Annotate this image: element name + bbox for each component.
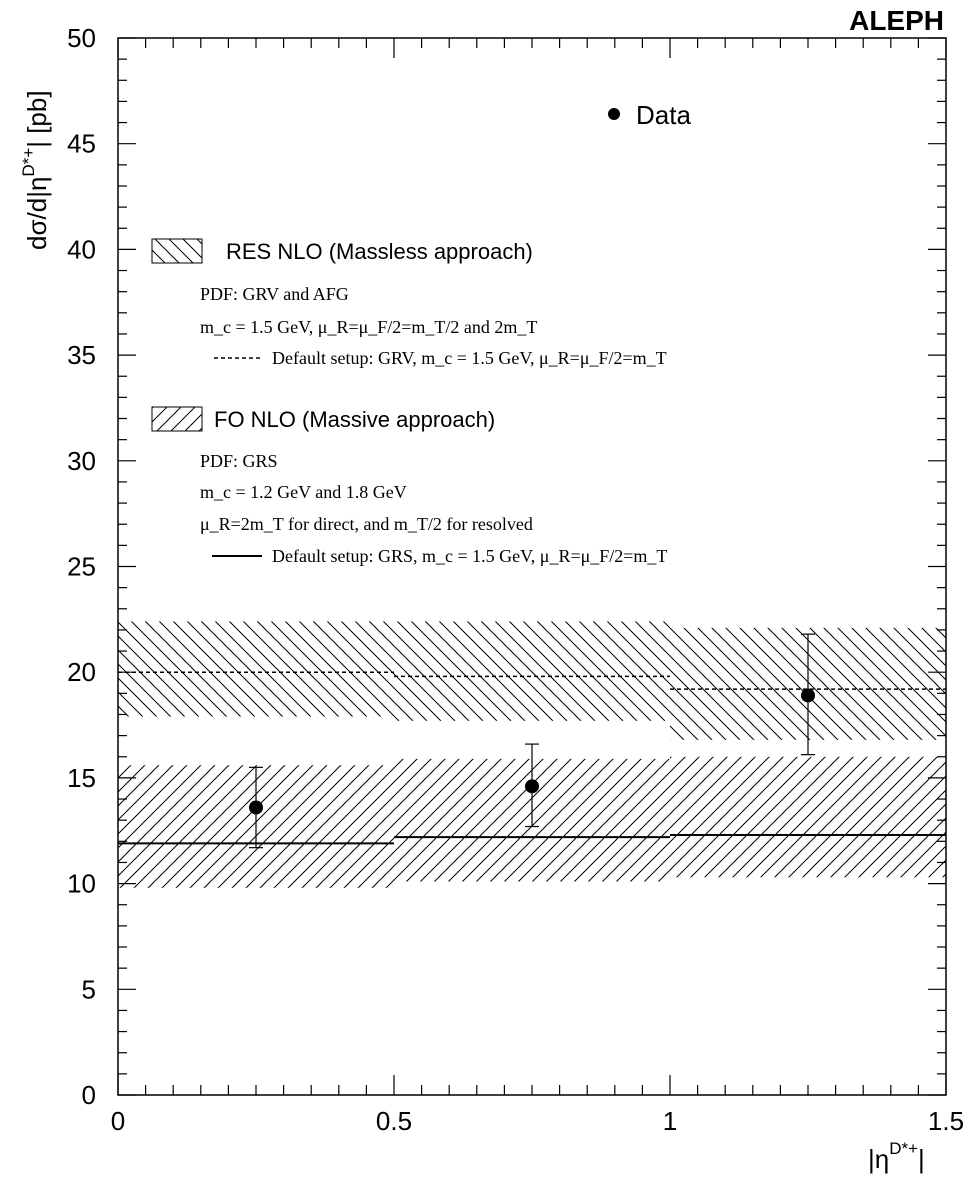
y-tick-label: 50 bbox=[67, 23, 96, 53]
y-tick-label: 10 bbox=[67, 869, 96, 899]
y-tick-label: 45 bbox=[67, 129, 96, 159]
fo-band-bin-2 bbox=[670, 756, 946, 878]
data-point bbox=[801, 688, 815, 703]
plot-frame bbox=[117, 37, 947, 1096]
y-tick-label: 40 bbox=[67, 234, 96, 264]
legend-data-marker bbox=[608, 108, 620, 120]
data-points bbox=[249, 633, 815, 849]
y-tick-label: 5 bbox=[82, 974, 96, 1004]
y-tick-label: 30 bbox=[67, 446, 96, 476]
legend-res-title: RES NLO (Massless approach) bbox=[226, 239, 533, 264]
legend-fo-mu: μ_R=2m_T for direct, and m_T/2 for resol… bbox=[200, 514, 533, 534]
y-tick-label: 20 bbox=[67, 657, 96, 687]
res-band-bin-1 bbox=[394, 621, 670, 721]
y-tick-label: 35 bbox=[67, 340, 96, 370]
x-tick-label: 0 bbox=[111, 1106, 125, 1136]
legend-res-pdf: PDF: GRV and AFG bbox=[200, 284, 349, 304]
res-band-bin-0 bbox=[118, 621, 394, 717]
legend-fo-swatch bbox=[151, 406, 203, 432]
legend-fo-title: FO NLO (Massive approach) bbox=[214, 407, 495, 432]
experiment-label: ALEPH bbox=[849, 5, 944, 36]
data-point bbox=[525, 779, 539, 794]
x-tick-labels: 0 0.5 1 1.5 bbox=[111, 1106, 964, 1136]
x-tick-label: 1 bbox=[663, 1106, 677, 1136]
legend-fo-mc: m_c = 1.2 GeV and 1.8 GeV bbox=[200, 482, 407, 502]
legend-res-mc: m_c = 1.5 GeV, μ_R=μ_F/2=m_T/2 and 2m_T bbox=[200, 317, 537, 337]
legend-fo-default: Default setup: GRS, m_c = 1.5 GeV, μ_R=μ… bbox=[272, 546, 667, 566]
legend: Data RES NLO (Massless approach) PDF: GR… bbox=[151, 100, 691, 566]
legend-data-label: Data bbox=[636, 100, 691, 130]
y-axis-label: dσ/d|ηD*+| [pb] bbox=[19, 90, 52, 250]
legend-fo-pdf: PDF: GRS bbox=[200, 451, 278, 471]
y-tick-label: 0 bbox=[82, 1080, 96, 1110]
data-point bbox=[249, 800, 263, 815]
x-tick-label: 0.5 bbox=[376, 1106, 412, 1136]
x-axis-label: |ηD*+| bbox=[868, 1139, 925, 1174]
y-tick-label: 15 bbox=[67, 763, 96, 793]
y-tick-labels: 0 5 10 15 20 25 30 35 40 45 50 bbox=[67, 23, 96, 1110]
axis-ticks bbox=[117, 37, 947, 1096]
y-tick-label: 25 bbox=[67, 552, 96, 582]
legend-res-swatch bbox=[151, 238, 203, 264]
legend-res-default: Default setup: GRV, m_c = 1.5 GeV, μ_R=μ… bbox=[272, 348, 667, 368]
x-tick-label: 1.5 bbox=[928, 1106, 964, 1136]
